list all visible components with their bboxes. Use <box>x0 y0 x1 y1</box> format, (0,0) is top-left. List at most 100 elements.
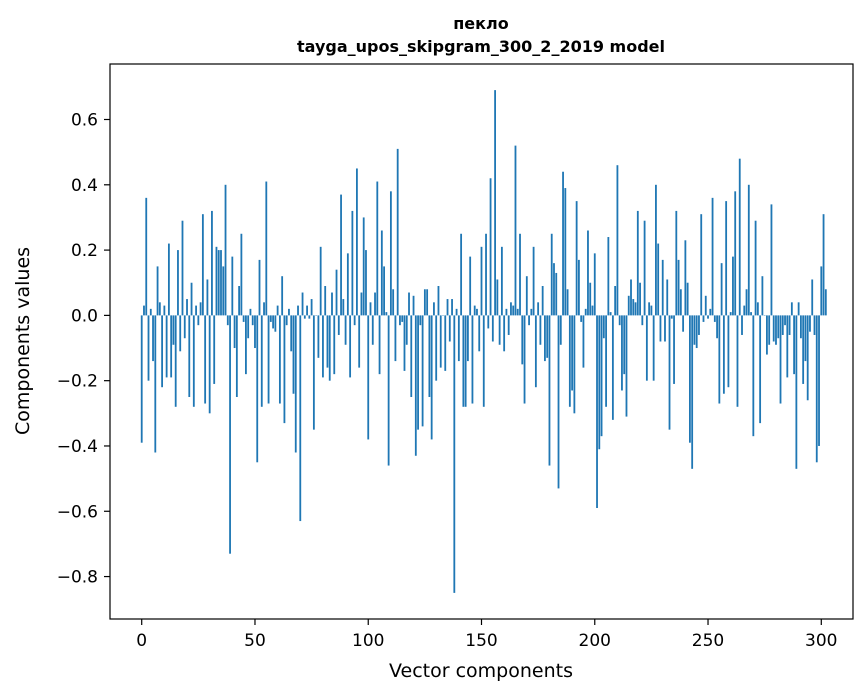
bar <box>519 233 521 316</box>
bar <box>732 256 734 316</box>
x-tick-label: 0 <box>136 631 147 651</box>
x-tick-label: 50 <box>244 631 266 651</box>
bar <box>179 315 182 352</box>
bar <box>591 305 594 316</box>
bar <box>541 286 544 316</box>
bar <box>195 305 197 316</box>
bar <box>480 246 483 316</box>
bar <box>229 315 231 554</box>
bar <box>525 276 528 316</box>
bar <box>263 302 265 316</box>
bar <box>711 197 714 316</box>
bar <box>695 315 698 349</box>
bar <box>362 217 365 316</box>
bar <box>399 315 401 326</box>
bar <box>174 315 177 407</box>
bar <box>786 315 789 378</box>
bar <box>600 315 603 437</box>
bar <box>467 315 469 362</box>
bar <box>161 315 164 388</box>
plot-frame <box>109 63 854 620</box>
bar <box>528 315 530 326</box>
bar <box>682 315 685 332</box>
bar <box>310 299 313 316</box>
bar <box>285 315 288 326</box>
bar <box>358 315 361 368</box>
bar <box>462 315 465 407</box>
bar <box>426 289 429 316</box>
bar <box>419 315 422 326</box>
y-tick-label: 0.4 <box>71 176 98 196</box>
bar <box>231 256 234 316</box>
bar <box>281 276 284 316</box>
chart-subtitle: tayga_upos_skipgram_300_2_2019 model <box>297 37 665 56</box>
bar <box>351 210 354 316</box>
bar <box>208 315 211 414</box>
bar <box>750 312 752 316</box>
bar <box>498 315 501 345</box>
bar <box>611 315 614 420</box>
bar <box>471 315 474 404</box>
bar <box>433 302 435 316</box>
bar <box>154 315 157 453</box>
bar <box>303 315 306 319</box>
bar <box>815 315 818 463</box>
x-axis-label: Vector components <box>389 660 573 682</box>
bar <box>260 315 263 407</box>
bar <box>625 315 628 417</box>
bar <box>593 253 596 316</box>
bar <box>340 194 342 316</box>
bar <box>666 279 669 316</box>
bar <box>258 259 261 316</box>
bar <box>759 315 762 424</box>
bar <box>661 259 664 316</box>
bar <box>403 315 406 371</box>
bar <box>691 315 694 469</box>
bar <box>811 279 814 316</box>
bar <box>489 178 492 316</box>
bar <box>487 315 490 329</box>
bar <box>795 315 798 469</box>
bar <box>392 289 395 316</box>
bar <box>417 315 419 430</box>
bar <box>516 308 519 316</box>
bar <box>412 295 415 316</box>
bar <box>254 315 256 349</box>
x-tick-label: 150 <box>465 631 497 651</box>
bar <box>664 315 666 342</box>
bar <box>265 181 268 316</box>
bar <box>453 315 456 593</box>
bar <box>215 246 218 316</box>
bar <box>741 315 743 335</box>
bar <box>274 315 277 332</box>
bar <box>675 210 678 316</box>
bar <box>630 279 632 316</box>
bar <box>170 315 173 378</box>
bar <box>645 315 648 381</box>
bar <box>614 286 617 316</box>
bar <box>421 315 424 427</box>
bar <box>152 315 154 362</box>
bar <box>147 315 150 381</box>
bar <box>235 315 238 397</box>
bar <box>639 282 641 316</box>
bar <box>596 315 598 508</box>
bar <box>163 305 166 316</box>
bar <box>256 315 259 463</box>
bar <box>308 315 311 319</box>
bar <box>802 315 805 384</box>
bar <box>389 191 392 316</box>
bar <box>657 243 660 316</box>
bar <box>238 286 241 316</box>
bar <box>564 188 567 316</box>
bar <box>356 168 358 316</box>
bar <box>634 302 637 316</box>
bar <box>500 246 503 316</box>
bar <box>679 289 682 316</box>
bar <box>580 315 583 322</box>
bar <box>430 315 433 440</box>
bar <box>548 315 551 466</box>
y-tick-label: 0.6 <box>71 111 98 131</box>
bar <box>822 214 825 316</box>
bar <box>301 292 304 316</box>
